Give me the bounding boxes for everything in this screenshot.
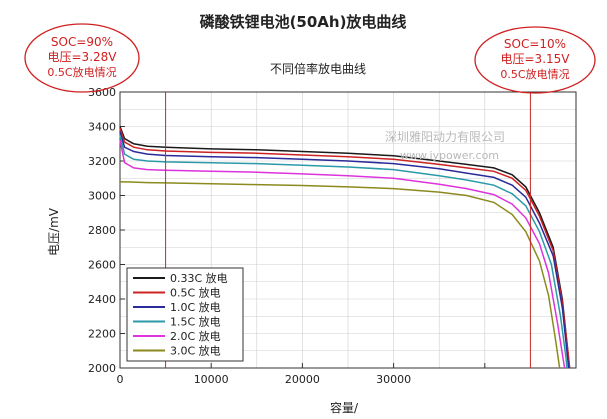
y-tick-label: 3200 — [88, 155, 116, 168]
legend-label: 2.0C 放电 — [170, 329, 221, 343]
y-tick-label: 3600 — [88, 86, 116, 99]
annotation-left-voltage: 电压=3.28V — [48, 50, 118, 64]
chart-subtitle: 不同倍率放电曲线 — [270, 61, 366, 76]
y-tick-label: 2800 — [88, 224, 116, 237]
legend-label: 1.0C 放电 — [170, 300, 221, 314]
x-tick-label: 10000 — [194, 373, 229, 386]
chart-grid — [120, 92, 576, 368]
x-tick-label: 20000 — [285, 373, 320, 386]
x-axis: 0 10000 20000 30000 — [117, 363, 577, 386]
y-tick-label: 2400 — [88, 293, 116, 306]
series-line-2 — [119, 131, 570, 369]
series-line-0 — [119, 126, 571, 369]
annotation-left-case: 0.5C放电情况 — [47, 65, 116, 79]
series-line-1 — [119, 127, 571, 369]
y-tick-label: 2000 — [88, 362, 116, 375]
y-tick-label: 2600 — [88, 259, 116, 272]
legend: 0.33C 放电0.5C 放电1.0C 放电1.5C 放电2.0C 放电3.0C… — [126, 267, 244, 362]
y-tick-label: 2200 — [88, 328, 116, 341]
legend-box — [126, 267, 244, 362]
annotation-right-voltage: 电压=3.15V — [501, 52, 571, 66]
series-lines — [119, 126, 571, 369]
x-axis-label: 容量/ — [330, 400, 359, 415]
annotation-right: SOC=10% 电压=3.15V 0.5C放电情况 — [474, 26, 596, 94]
chart-title: 磷酸铁锂电池(50Ah)放电曲线 — [200, 13, 407, 31]
annotation-right-soc: SOC=10% — [504, 37, 566, 51]
x-tick-label: 0 — [117, 373, 124, 386]
annotation-left-soc: SOC=90% — [51, 35, 113, 49]
annotation-left: SOC=90% 电压=3.28V 0.5C放电情况 — [24, 23, 140, 93]
y-tick-label: 3000 — [88, 190, 116, 203]
series-line-4 — [119, 140, 566, 369]
watermark-company: 深圳雅阳动力有限公司 — [385, 129, 505, 144]
series-line-5 — [119, 180, 561, 369]
series-line-3 — [119, 134, 568, 369]
legend-label: 3.0C 放电 — [170, 344, 221, 358]
y-tick-label: 3400 — [88, 121, 116, 134]
legend-label: 0.33C 放电 — [170, 271, 228, 285]
annotation-right-case: 0.5C放电情况 — [500, 67, 569, 81]
y-axis-label: 电压/mV — [47, 207, 61, 256]
x-tick-label: 30000 — [376, 373, 411, 386]
legend-label: 0.5C 放电 — [170, 286, 221, 300]
y-axis: 2000 2200 2400 2600 2800 3000 3200 3400 3600 — [88, 86, 125, 375]
watermark-url: www.iypower.com — [400, 149, 499, 162]
legend-label: 1.5C 放电 — [170, 315, 221, 329]
